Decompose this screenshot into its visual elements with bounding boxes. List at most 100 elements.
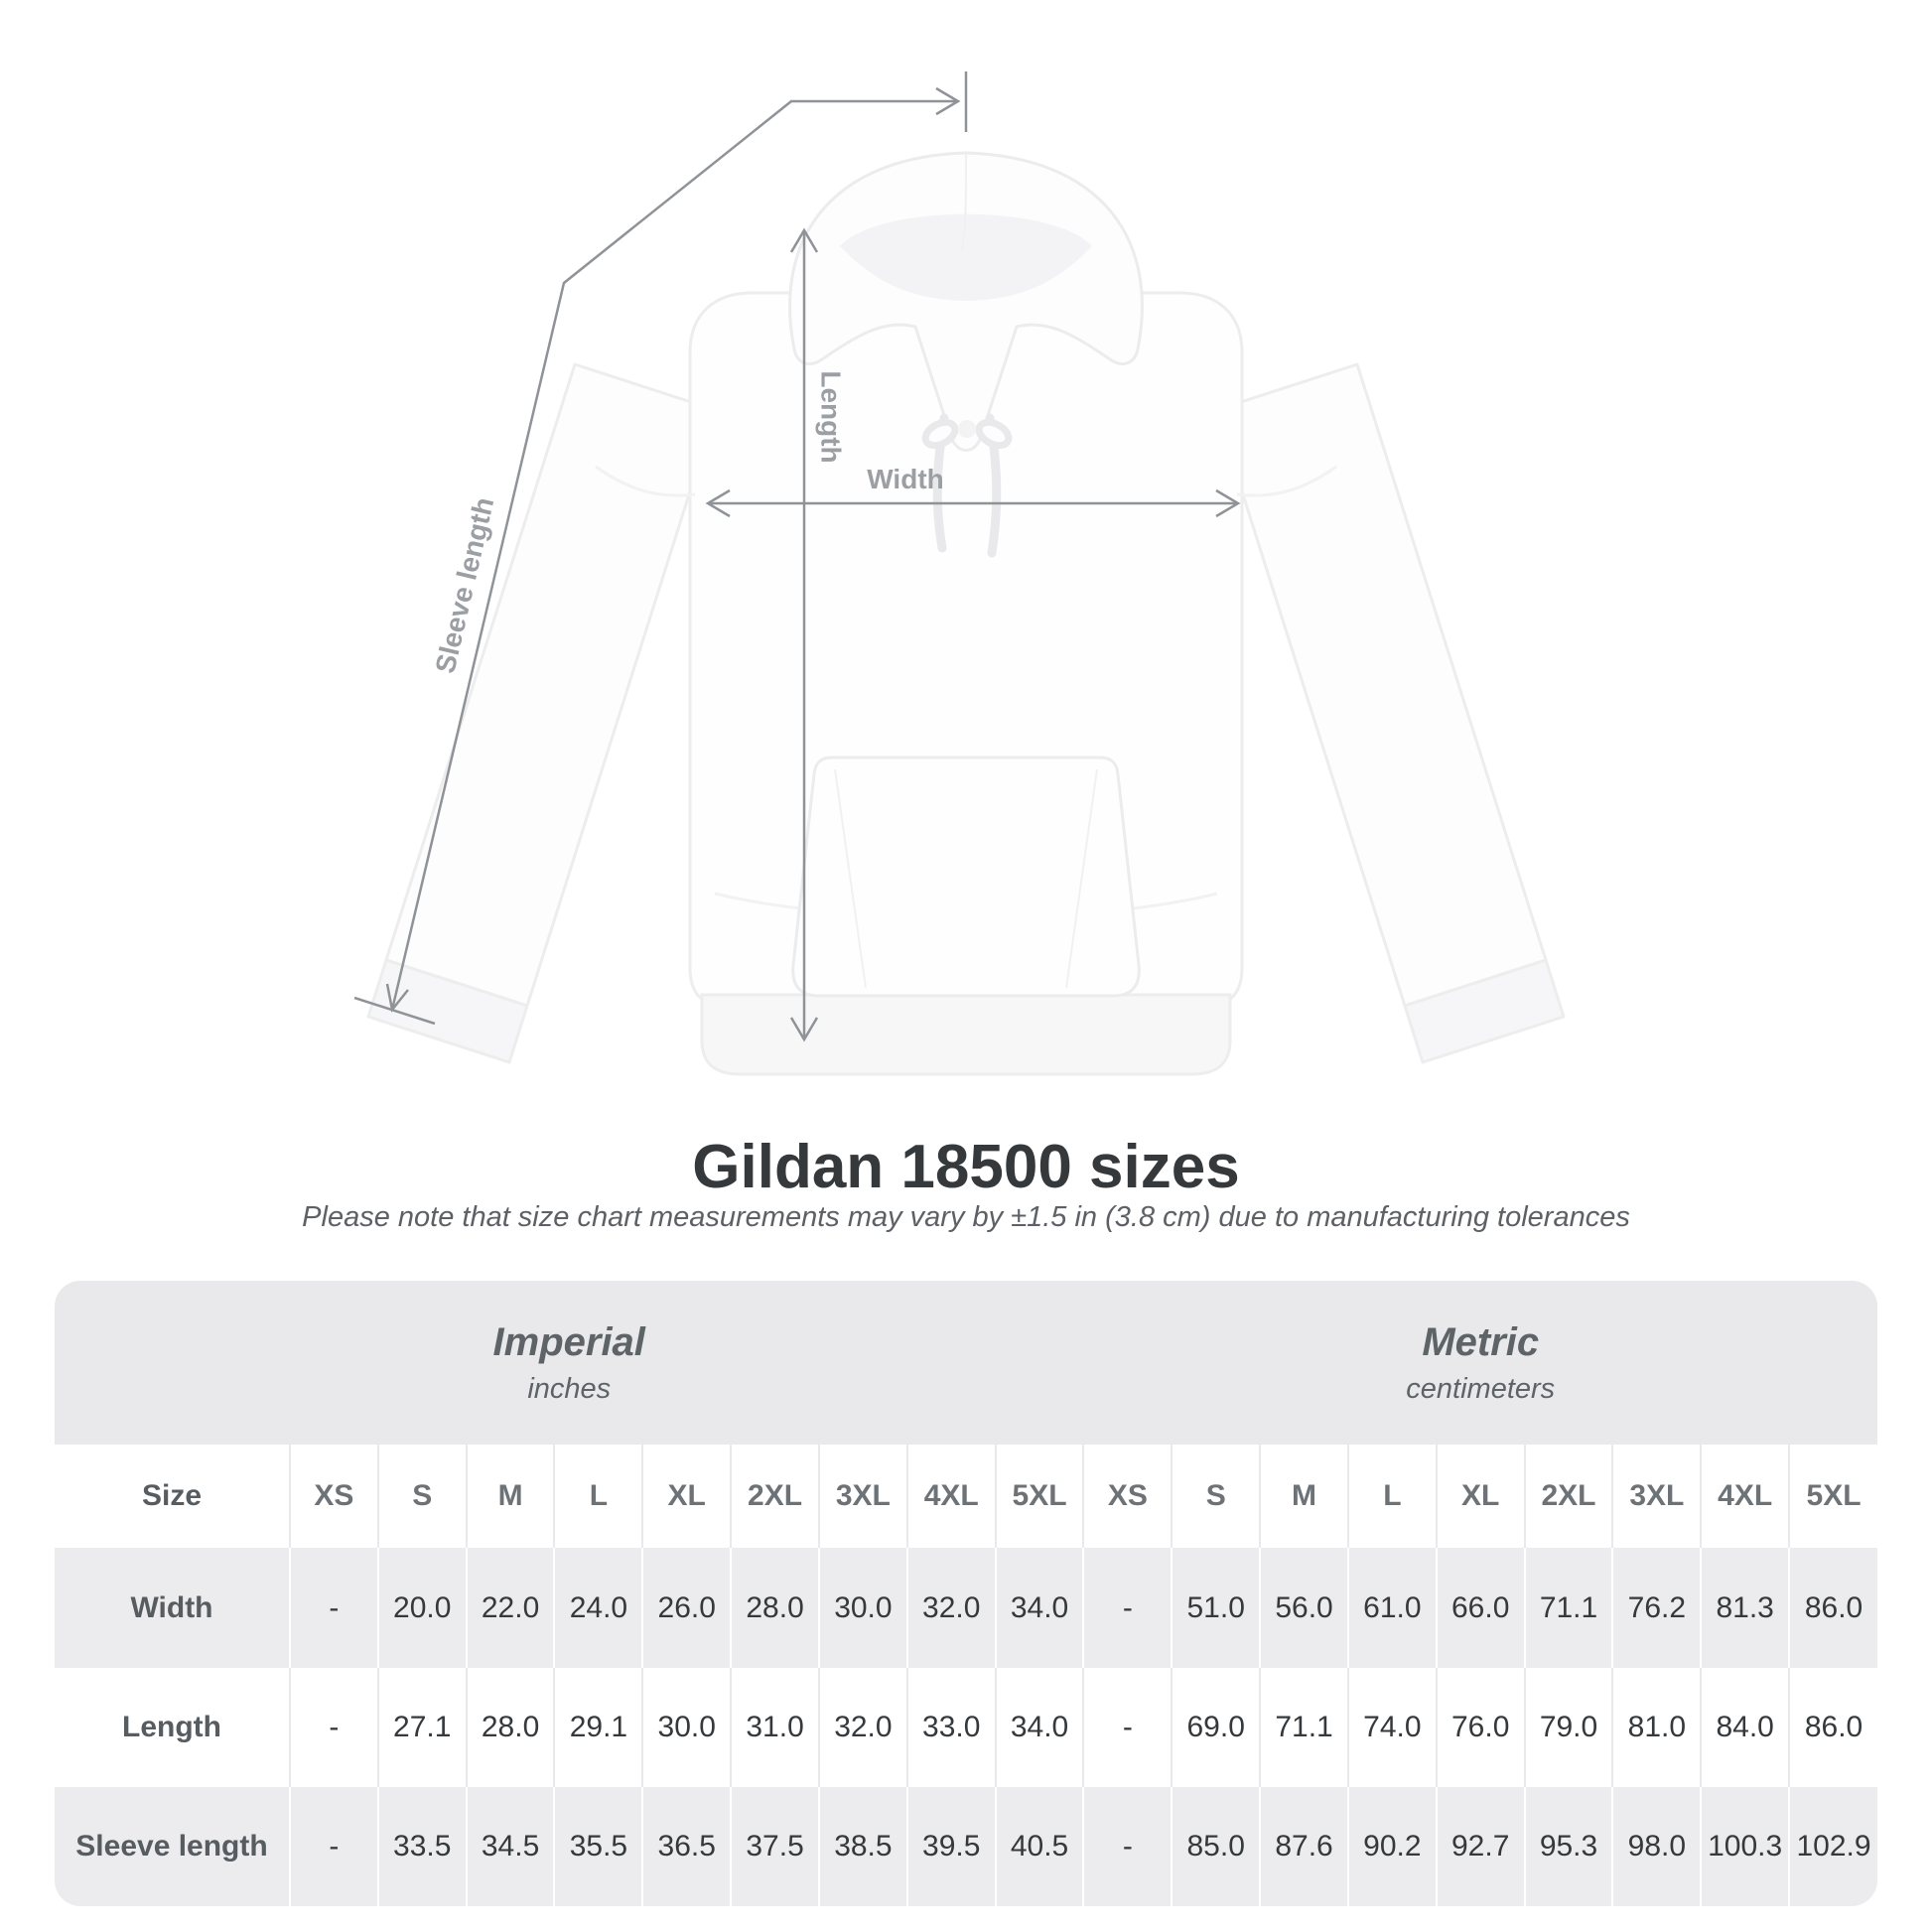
row-label: Width <box>130 1590 213 1624</box>
cell: 71.1 <box>1259 1667 1348 1787</box>
size-header: S <box>1171 1445 1261 1549</box>
cell: 29.1 <box>553 1667 643 1787</box>
cell: 69.0 <box>1171 1667 1261 1787</box>
hoodie-illustration <box>366 151 1566 1076</box>
cell: 100.3 <box>1700 1786 1790 1906</box>
cell: 85.0 <box>1171 1786 1261 1906</box>
size-header: 5XL <box>994 1445 1084 1549</box>
cell: 81.0 <box>1611 1667 1702 1787</box>
cell: 40.5 <box>994 1786 1084 1906</box>
size-header: 4XL <box>905 1445 996 1549</box>
size-header: 2XL <box>1523 1445 1613 1549</box>
size-header: XS <box>289 1445 378 1549</box>
size-header: M <box>1259 1445 1348 1549</box>
cell: 37.5 <box>730 1786 819 1906</box>
cell: 79.0 <box>1523 1667 1613 1787</box>
table-row-sleeve-length: Sleeve length - 33.5 34.5 35.5 36.5 37.5… <box>55 1786 1877 1906</box>
hood-center-seam <box>961 154 967 251</box>
bow-loop-right <box>975 418 1013 450</box>
size-column-header: Size <box>141 1479 203 1513</box>
cell: 34.0 <box>994 1667 1084 1787</box>
cell: - <box>1082 1548 1173 1668</box>
cell: 56.0 <box>1259 1548 1348 1668</box>
cell: 74.0 <box>1346 1667 1437 1787</box>
measurement-arrows <box>353 71 1241 1042</box>
pocket-opening-left <box>834 768 867 989</box>
row-label: Sleeve length <box>75 1829 268 1863</box>
cell: 26.0 <box>641 1548 732 1668</box>
cell: 34.5 <box>465 1786 555 1906</box>
cell: 61.0 <box>1346 1548 1437 1668</box>
cell: 35.5 <box>553 1786 643 1906</box>
imperial-label: Imperial <box>492 1319 645 1364</box>
cell: - <box>289 1548 378 1668</box>
cell: 86.0 <box>1788 1667 1877 1787</box>
cell: 38.5 <box>817 1786 907 1906</box>
cell: - <box>289 1786 378 1906</box>
sleeve-length-end-tick <box>353 996 436 1026</box>
imperial-unit: inches <box>527 1372 612 1405</box>
size-chart-table: Imperial inches Metric centimeters Size … <box>55 1281 1877 1906</box>
width-arrowhead-left <box>705 488 731 518</box>
size-header: 4XL <box>1700 1445 1790 1549</box>
cell: 22.0 <box>465 1548 555 1668</box>
hood-inner-lining <box>840 213 1092 301</box>
unit-band-row: Imperial inches Metric centimeters <box>55 1281 1877 1446</box>
cell: 33.5 <box>376 1786 467 1906</box>
sleeve-length-arrowhead-top <box>935 86 961 116</box>
hoodie-pocket <box>791 756 1141 998</box>
shoulder-wrinkle-right <box>1236 465 1337 497</box>
metric-group-header: Metric centimeters <box>1083 1281 1877 1445</box>
length-arrowhead-bottom <box>789 1017 819 1042</box>
cell: 20.0 <box>376 1548 467 1668</box>
hoodie-measurement-diagram: Sleeve length Length Width <box>353 71 1566 1076</box>
hoodie-left-cuff <box>366 958 529 1064</box>
table-row-width: Width - 20.0 22.0 24.0 26.0 28.0 30.0 32… <box>55 1548 1877 1668</box>
size-header: 2XL <box>730 1445 819 1549</box>
cell: - <box>1082 1786 1173 1906</box>
cell: 95.3 <box>1523 1786 1613 1906</box>
cell: 98.0 <box>1611 1786 1702 1906</box>
cell: 32.0 <box>905 1548 996 1668</box>
size-table: Imperial inches Metric centimeters Size … <box>55 1281 1877 1906</box>
bow-loop-left <box>921 418 959 450</box>
width-label: Width <box>867 464 944 494</box>
hoodie-right-sleeve <box>1214 362 1548 1008</box>
size-header: M <box>465 1445 555 1549</box>
hoodie-right-cuff <box>1403 958 1566 1064</box>
size-header: L <box>1346 1445 1437 1549</box>
cell: 92.7 <box>1435 1786 1525 1906</box>
cell: 66.0 <box>1435 1548 1525 1668</box>
hoodie-left-sleeve <box>384 362 718 1008</box>
cell: 90.2 <box>1346 1786 1437 1906</box>
sleeve-length-arrow <box>390 99 958 1011</box>
size-header: 5XL <box>1788 1445 1877 1549</box>
cell: 30.0 <box>641 1667 732 1787</box>
cell: - <box>289 1667 378 1787</box>
size-header: S <box>376 1445 467 1549</box>
table-row-length: Length - 27.1 28.0 29.1 30.0 31.0 32.0 3… <box>55 1667 1877 1787</box>
cell: 24.0 <box>553 1548 643 1668</box>
imperial-group-header: Imperial inches <box>55 1281 1083 1445</box>
row-label: Length <box>122 1710 221 1743</box>
cell: 36.5 <box>641 1786 732 1906</box>
size-header: XL <box>641 1445 732 1549</box>
cell: 39.5 <box>905 1786 996 1906</box>
cell: - <box>1082 1667 1173 1787</box>
cell: 27.1 <box>376 1667 467 1787</box>
cell: 102.9 <box>1788 1786 1877 1906</box>
size-header: L <box>553 1445 643 1549</box>
cell: 28.0 <box>465 1667 555 1787</box>
cell: 86.0 <box>1788 1548 1877 1668</box>
cell: 32.0 <box>817 1667 907 1787</box>
pocket-opening-right <box>1065 768 1098 989</box>
size-header: 3XL <box>1611 1445 1702 1549</box>
width-arrowhead-right <box>1215 488 1241 518</box>
cell: 31.0 <box>730 1667 819 1787</box>
length-label: Length <box>816 370 847 463</box>
cell: 87.6 <box>1259 1786 1348 1906</box>
hoodie-hem-band <box>700 993 1232 1076</box>
cell: 71.1 <box>1523 1548 1613 1668</box>
page-title: Gildan 18500 sizes <box>692 1133 1240 1201</box>
